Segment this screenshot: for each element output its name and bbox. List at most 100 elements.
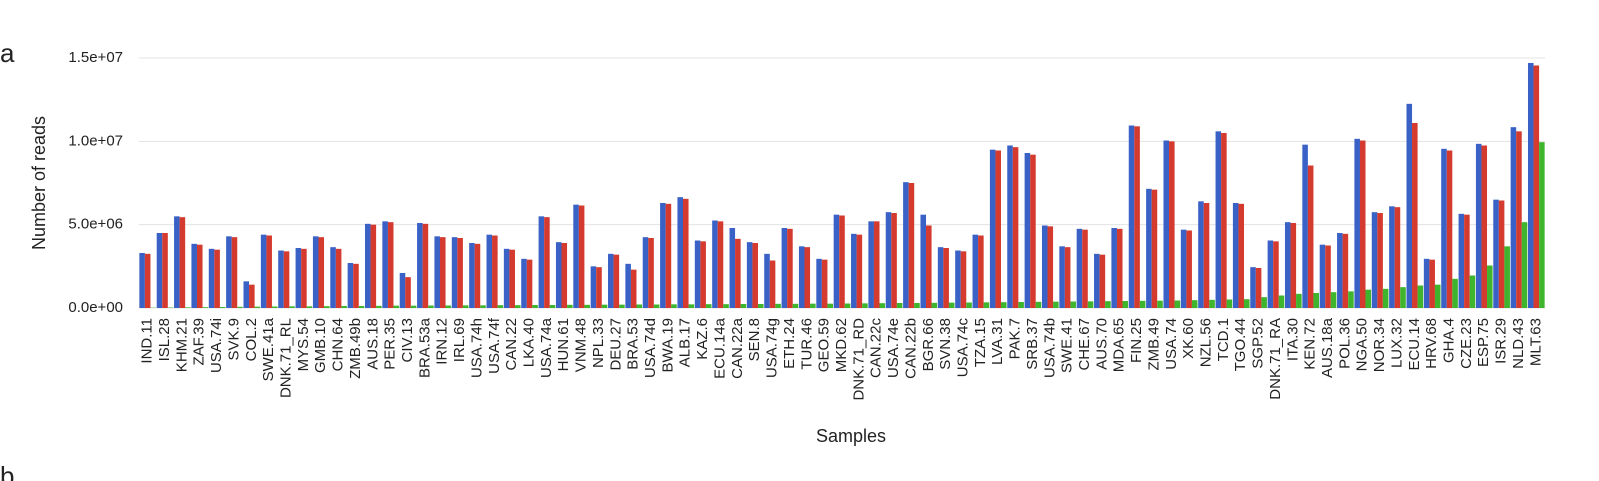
bar (978, 235, 984, 308)
bar (417, 223, 423, 308)
bar (937, 247, 944, 308)
bar (462, 305, 469, 308)
bar (469, 243, 475, 308)
bar (1382, 288, 1389, 308)
bar (1348, 291, 1354, 308)
bar (931, 302, 938, 308)
x-tick-label: USA.74d (642, 318, 659, 378)
bar (538, 216, 545, 308)
x-tick-label: GEO.59 (816, 318, 833, 372)
x-tick-label: CAN.22a (729, 317, 746, 379)
bar (410, 305, 417, 308)
bar (856, 234, 863, 308)
y-tick-label: 0.0e+00 (68, 299, 123, 316)
bar (289, 306, 295, 308)
bar (1337, 233, 1343, 308)
bar (451, 237, 458, 308)
x-tick-label: CAN.22c (868, 318, 885, 379)
bar (908, 183, 915, 308)
bar (630, 269, 637, 308)
x-tick-label: TGO.44 (1232, 318, 1249, 371)
bar (422, 223, 429, 308)
bar (665, 203, 672, 308)
x-tick-label: DEU.27 (607, 318, 624, 371)
bar (1122, 301, 1129, 308)
bar (1238, 203, 1245, 308)
bar (636, 304, 643, 308)
bar (1302, 144, 1308, 308)
bar (683, 198, 689, 308)
bar (1255, 268, 1262, 308)
bar (688, 304, 695, 308)
bar (295, 248, 302, 308)
x-tick-label: DNK.71_RL (278, 318, 295, 398)
bar (1203, 203, 1210, 308)
bar (254, 306, 261, 308)
x-tick-label: ZMB.49 (1145, 318, 1162, 371)
x-tick-label: AUS.70 (1093, 318, 1110, 370)
x-tick-label: SWE.41 (1059, 318, 1076, 373)
bar (1151, 189, 1158, 308)
bar (573, 204, 579, 308)
x-tick-label: BRA.53a (416, 317, 433, 378)
bar (156, 233, 163, 308)
bar (1047, 226, 1054, 308)
bar (399, 273, 406, 308)
bar (1377, 213, 1383, 308)
bar (514, 305, 521, 308)
x-tick-label: MKD.62 (833, 318, 850, 372)
bar (596, 267, 602, 308)
x-tick-label: SEN.8 (746, 318, 763, 361)
x-tick-label: GMB.10 (312, 318, 329, 373)
bar (717, 221, 724, 308)
bar (1365, 289, 1372, 308)
y-tick-label: 1.5e+07 (68, 49, 123, 66)
bar (544, 217, 550, 308)
bar (278, 250, 284, 308)
bar (792, 303, 799, 308)
bar (1423, 258, 1430, 308)
x-tick-label: CZE.23 (1458, 318, 1475, 369)
bar (474, 243, 481, 308)
bar (608, 253, 614, 308)
x-tick-label: USA.74a (538, 317, 555, 378)
bar (387, 222, 394, 308)
x-tick-label: ZMB.49b (347, 318, 364, 379)
bar (1186, 230, 1192, 308)
bar (700, 241, 706, 308)
x-tick-label: IND.11 (139, 318, 156, 364)
bar (1446, 150, 1453, 308)
bar (1169, 141, 1175, 308)
bar (1007, 145, 1013, 308)
x-tick-label: DNK.71_RA (1267, 318, 1284, 400)
bar (144, 253, 151, 308)
bar (1493, 199, 1499, 308)
bar (740, 304, 747, 308)
x-tick-label: NOR.34 (1371, 318, 1388, 372)
x-tick-label: DNK.71_RD (850, 318, 867, 401)
bar (1076, 228, 1083, 308)
bar (1000, 302, 1007, 308)
bar (174, 216, 180, 308)
bar (1064, 247, 1071, 308)
x-tick-label: KHM.21 (173, 318, 190, 372)
bar (1232, 203, 1239, 308)
bar (816, 258, 822, 308)
bar (1105, 301, 1111, 308)
x-tick-label: KAZ.6 (694, 318, 711, 360)
bar (445, 305, 452, 308)
x-tick-label: CAN.22 (503, 318, 520, 371)
y-tick-label: 5.0e+06 (68, 216, 123, 233)
y-axis-label: Number of reads (29, 116, 49, 250)
x-tick-label: BWA.19 (659, 318, 676, 372)
bar (1354, 138, 1360, 308)
x-tick-label: TZA.15 (972, 318, 989, 367)
bar (781, 228, 788, 308)
bar (1434, 284, 1441, 308)
bar (1487, 265, 1493, 308)
bar (885, 212, 892, 308)
bar (943, 248, 949, 308)
bar (1307, 165, 1314, 308)
x-tick-label: USA.74g (764, 318, 781, 378)
bar (283, 251, 290, 308)
